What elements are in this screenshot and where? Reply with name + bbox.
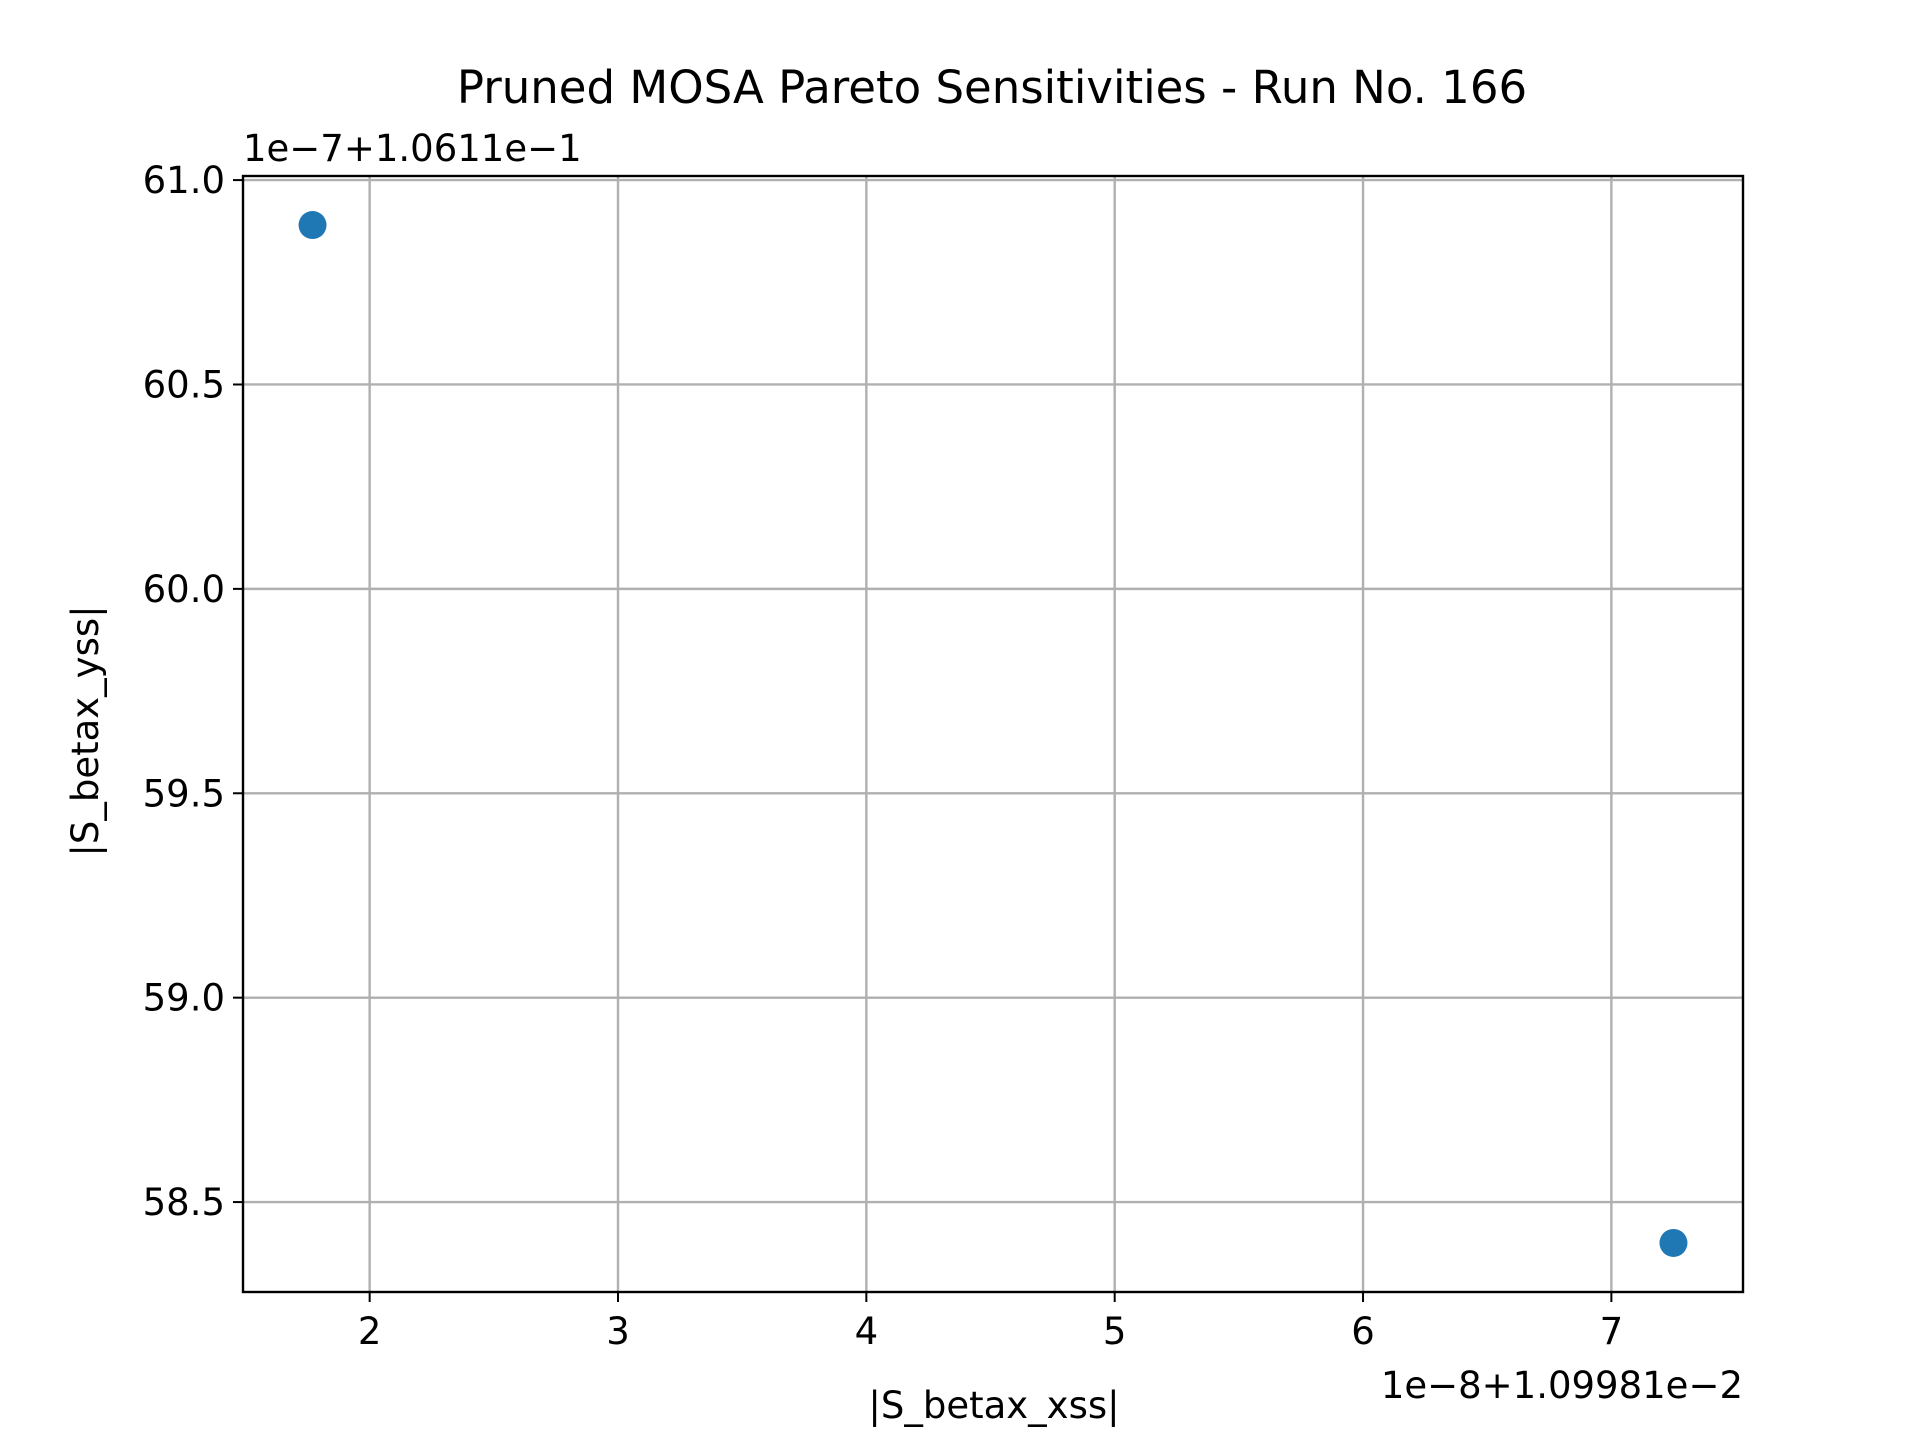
x-tick-label: 5 bbox=[1103, 1310, 1127, 1353]
data-point bbox=[1659, 1228, 1688, 1257]
y-tick-label: 60.5 bbox=[143, 363, 225, 406]
data-point bbox=[298, 211, 327, 240]
y-tick-label: 59.0 bbox=[143, 977, 225, 1020]
x-tick-label: 3 bbox=[606, 1310, 630, 1353]
y-axis-offset-label: 1e−7+1.0611e−1 bbox=[243, 127, 582, 170]
x-tick-label: 6 bbox=[1351, 1310, 1375, 1353]
x-axis-label: |S_betax_xss| bbox=[868, 1384, 1119, 1427]
chart-title: Pruned MOSA Pareto Sensitivities - Run N… bbox=[457, 61, 1527, 114]
x-axis-offset-label: 1e−8+1.09981e−2 bbox=[1381, 1364, 1743, 1407]
y-tick-label: 58.5 bbox=[143, 1181, 225, 1224]
plot-area-frame bbox=[241, 174, 1745, 1294]
x-tick-label: 4 bbox=[855, 1310, 879, 1353]
y-tick-label: 61.0 bbox=[143, 159, 225, 202]
y-tick-label: 59.5 bbox=[143, 772, 225, 815]
x-tick-label: 7 bbox=[1600, 1310, 1624, 1353]
data-points bbox=[298, 211, 1688, 1257]
y-axis-label: |S_betax_yss| bbox=[64, 605, 107, 856]
x-tick-label: 2 bbox=[358, 1310, 382, 1353]
y-tick-label: 60.0 bbox=[143, 568, 225, 611]
grid bbox=[243, 176, 1743, 1292]
axis-ticks: 2 3 4 5 6 7 58.5 59.0 59.5 60.0 60.5 61.0 bbox=[143, 159, 1624, 1353]
